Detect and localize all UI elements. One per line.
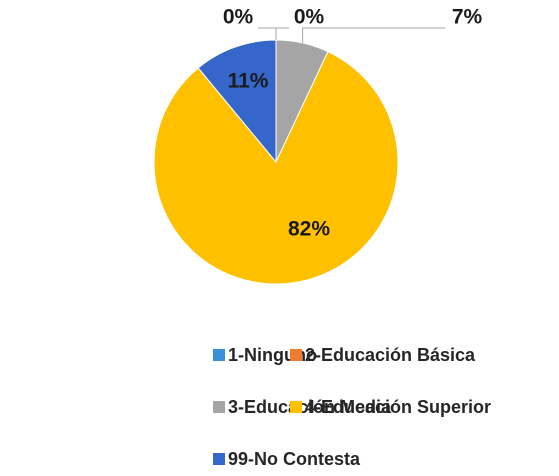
pie-slice: [197, 39, 277, 164]
legend-label: 3-Educación Media: [228, 397, 392, 417]
legend-swatch: [213, 453, 225, 465]
data-label: 7%: [452, 6, 483, 29]
data-label: 11%: [228, 70, 269, 93]
data-label: 82%: [288, 218, 330, 241]
legend-swatch: [290, 401, 302, 413]
legend-label: 2-Educación Básica: [305, 345, 476, 365]
leader-line: [258, 27, 277, 40]
data-label: 0%: [294, 6, 325, 29]
legend-swatch: [290, 349, 302, 361]
legend-label: 1-Ninguno: [228, 345, 317, 365]
legend-label: 99-No Contesta: [228, 449, 361, 469]
legend-label: 4-Educación Superior: [305, 397, 491, 417]
leader-line: [275, 27, 289, 40]
leader-line: [302, 27, 445, 43]
legend-swatch: [213, 401, 225, 413]
pie-slice: [153, 50, 399, 285]
data-label: 0%: [223, 6, 254, 29]
legend-swatch: [213, 349, 225, 361]
